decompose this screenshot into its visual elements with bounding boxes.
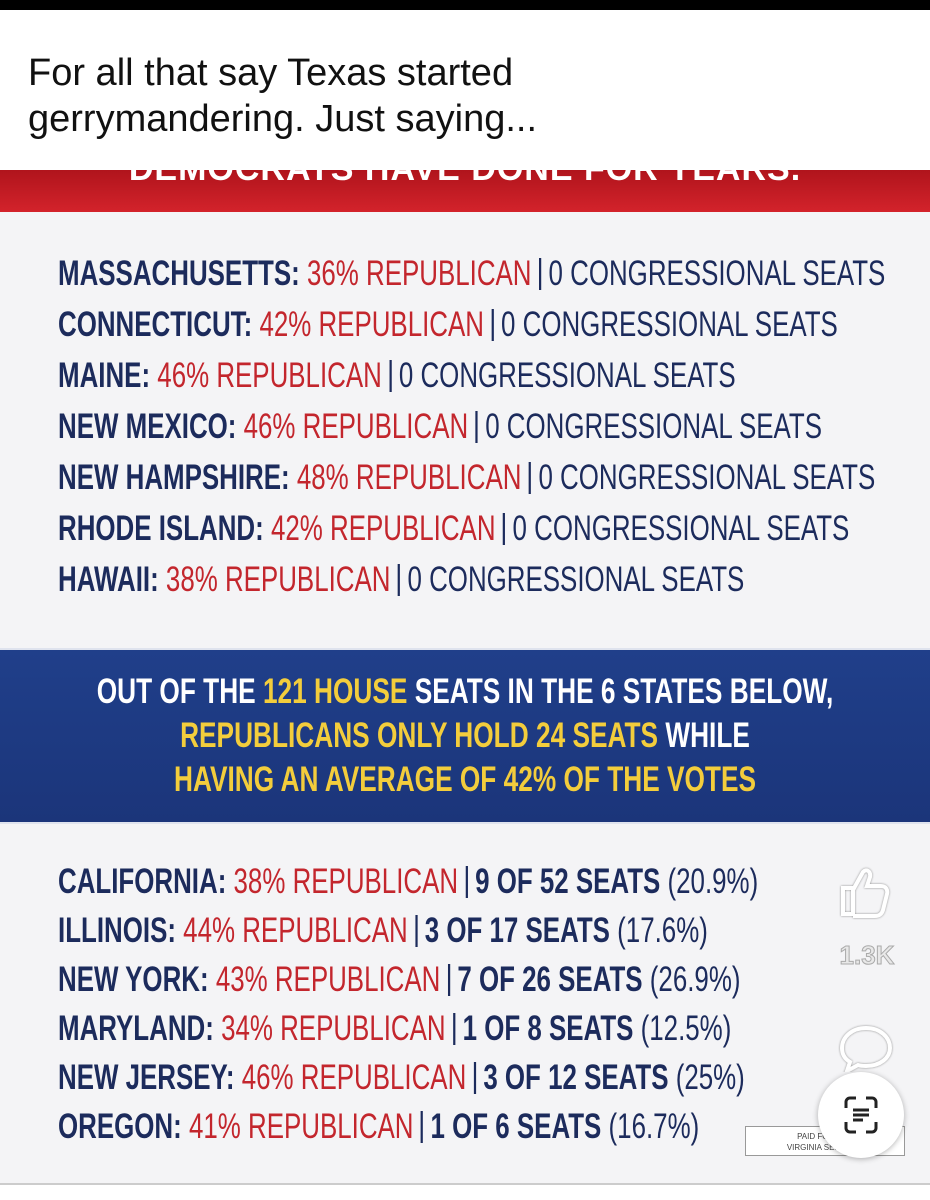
republican-share: 36% REPUBLICAN (306, 254, 532, 293)
republican-share: 38% REPUBLICAN (233, 862, 459, 901)
republican-share: 44% REPUBLICAN (183, 911, 408, 950)
separator (465, 866, 468, 898)
state-line: MARYLAND: 34% REPUBLICAN 1 OF 8 SEATS (12… (58, 1009, 731, 1049)
state-line: NEW HAMPSHIRE: 48% REPUBLICAN 0 CONGRESSI… (58, 458, 875, 498)
republican-share: 42% REPUBLICAN (270, 509, 496, 548)
republican-share: 41% REPUBLICAN (188, 1107, 414, 1146)
seat-count: 3 OF 17 SEATS (424, 911, 610, 950)
seat-count: 7 OF 26 SEATS (457, 960, 643, 999)
state-line: RHODE ISLAND: 42% REPUBLICAN 0 CONGRESSIO… (58, 509, 849, 549)
seat-count: 3 OF 12 SEATS (483, 1058, 669, 1097)
seat-count: 0 CONGRESSIONAL SEATS (548, 254, 886, 293)
separator (397, 564, 401, 596)
state-line: NEW YORK: 43% REPUBLICAN 7 OF 26 SEATS (2… (58, 960, 740, 1000)
separator (420, 1111, 424, 1143)
summary-box: OUT OF THE 121 HOUSE SEATS IN THE 6 STAT… (0, 648, 930, 824)
state-line: HAWAII: 38% REPUBLICAN 0 CONGRESSIONAL SE… (58, 560, 744, 600)
summary-segment: 121 HOUSE (262, 672, 408, 711)
disclaimer-line: VIRGINIA SENATE R (786, 1143, 864, 1152)
like-count: 1.3K (839, 940, 895, 971)
comment-button[interactable] (836, 1022, 896, 1072)
seat-share: (25%) (675, 1058, 745, 1097)
summary-segment: WHILE (658, 716, 750, 755)
republican-share: 43% REPUBLICAN (215, 960, 441, 999)
state-line: CALIFORNIA: 38% REPUBLICAN 9 OF 52 SEATS … (58, 862, 758, 902)
seat-count: 0 CONGRESSIONAL SEATS (501, 305, 838, 344)
state-line: OREGON: 41% REPUBLICAN 1 OF 6 SEATS (16.7… (58, 1107, 699, 1147)
seat-count: 0 CONGRESSIONAL SEATS (538, 458, 876, 497)
summary-line: REPUBLICANS ONLY HOLD 24 SEATS WHILE (0, 716, 930, 756)
seat-share: (12.5%) (640, 1009, 732, 1048)
separator (475, 411, 478, 443)
republican-share: 48% REPUBLICAN (296, 458, 522, 497)
post-caption: For all that say Texas started gerrymand… (28, 52, 538, 140)
seat-count: 0 CONGRESSIONAL SEATS (485, 407, 822, 446)
state-name: CONNECTICUT: (58, 305, 253, 344)
summary-segment: REPUBLICANS ONLY HOLD 24 SEATS (180, 716, 659, 755)
state-name: ILLINOIS: (58, 911, 176, 950)
state-line: MASSACHUSETTS: 36% REPUBLICAN 0 CONGRESSI… (58, 254, 885, 294)
republican-share: 42% REPUBLICAN (259, 305, 484, 344)
seat-count: 1 OF 6 SEATS (430, 1107, 602, 1146)
state-name: MAINE: (58, 356, 151, 395)
seat-share: (26.9%) (649, 960, 741, 999)
state-name: MARYLAND: (58, 1009, 214, 1048)
state-name: OREGON: (58, 1107, 182, 1146)
republican-share: 46% REPUBLICAN (243, 407, 469, 446)
seat-count: 0 CONGRESSIONAL SEATS (398, 356, 736, 395)
state-name: RHODE ISLAND: (58, 509, 264, 548)
republican-share: 38% REPUBLICAN (165, 560, 391, 599)
state-line: MAINE: 46% REPUBLICAN 0 CONGRESSIONAL SEA… (58, 356, 736, 396)
summary-line: OUT OF THE 121 HOUSE SEATS IN THE 6 STAT… (0, 672, 930, 712)
state-name: MASSACHUSETTS: (58, 254, 300, 293)
state-line: ILLINOIS: 44% REPUBLICAN 3 OF 17 SEATS (1… (58, 911, 708, 951)
separator (453, 1013, 456, 1045)
separator (538, 258, 542, 290)
separator (415, 915, 418, 947)
seat-count: 0 CONGRESSIONAL SEATS (512, 509, 850, 548)
seat-count: 0 CONGRESSIONAL SEATS (407, 560, 745, 599)
scan-icon (844, 1096, 878, 1134)
separator (528, 462, 532, 494)
red-banner: DEMOCRATS HAVE DONE FOR YEARS. (0, 170, 930, 212)
post-image: DEMOCRATS HAVE DONE FOR YEARS. OUT OF TH… (0, 170, 930, 1185)
republican-share: 46% REPUBLICAN (241, 1058, 467, 1097)
separator (491, 309, 494, 341)
state-line: NEW MEXICO: 46% REPUBLICAN 0 CONGRESSIONA… (58, 407, 822, 447)
state-name: NEW YORK: (58, 960, 209, 999)
seat-share: (17.6%) (617, 911, 708, 950)
top-bar (0, 0, 930, 10)
summary-line: HAVING AN AVERAGE OF 42% OF THE VOTES (0, 760, 930, 800)
summary-segment: OUT OF THE (96, 672, 263, 711)
state-name: NEW JERSEY: (58, 1058, 235, 1097)
text-scan-button[interactable] (818, 1072, 904, 1158)
republican-share: 34% REPUBLICAN (221, 1009, 446, 1048)
seat-share: (16.7%) (608, 1107, 700, 1146)
summary-segment: SEATS IN THE 6 STATES BELOW, (407, 672, 834, 711)
banner-text: DEMOCRATS HAVE DONE FOR YEARS. (0, 170, 930, 189)
state-name: CALIFORNIA: (58, 862, 227, 901)
like-button[interactable] (835, 862, 895, 922)
summary-segment: HAVING AN AVERAGE OF 42% OF THE VOTES (174, 760, 756, 799)
state-name: HAWAII: (58, 560, 159, 599)
separator (447, 964, 450, 996)
state-name: NEW HAMPSHIRE: (58, 458, 290, 497)
state-line: NEW JERSEY: 46% REPUBLICAN 3 OF 12 SEATS … (58, 1058, 745, 1098)
separator (473, 1062, 476, 1094)
seat-count: 1 OF 8 SEATS (462, 1009, 634, 1048)
seat-count: 9 OF 52 SEATS (475, 862, 661, 901)
divider (0, 1183, 930, 1185)
separator (389, 360, 392, 392)
state-name: NEW MEXICO: (58, 407, 237, 446)
state-line: CONNECTICUT: 42% REPUBLICAN 0 CONGRESSION… (58, 305, 838, 345)
republican-share: 46% REPUBLICAN (157, 356, 382, 395)
separator (502, 513, 506, 545)
seat-share: (20.9%) (667, 862, 759, 901)
